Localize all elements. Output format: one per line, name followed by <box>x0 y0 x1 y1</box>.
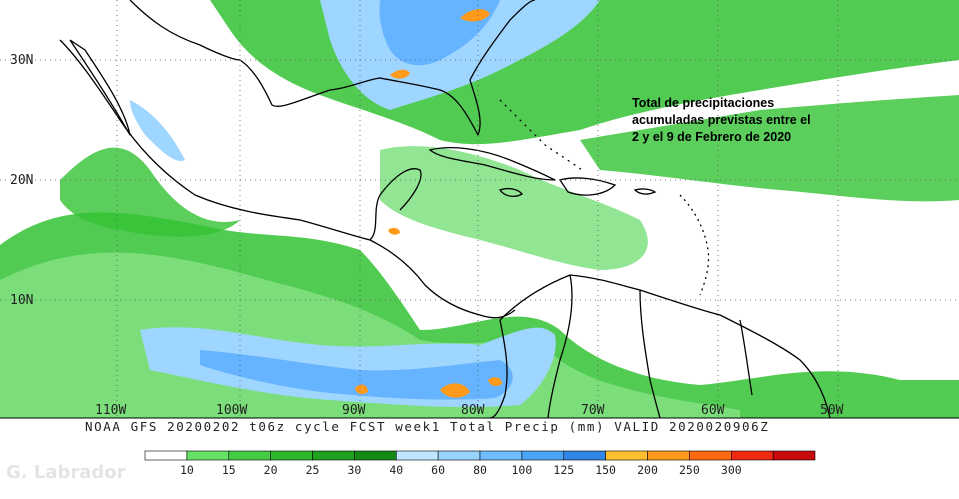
island-puerto-rico <box>633 188 657 195</box>
lon-label-90w: 90W <box>342 403 366 418</box>
lat-label-30n: 30N <box>10 53 33 68</box>
lon-label-60w: 60W <box>701 403 725 418</box>
legend-labels: 10 15 20 25 30 40 60 80 100 125 150 200 250 300 <box>180 463 742 477</box>
watermark: G. Labrador <box>6 462 126 483</box>
map-caption: Total de precipitaciones acumuladas prev… <box>632 96 814 144</box>
border-guyana <box>739 319 753 396</box>
lon-label-110w: 110W <box>95 403 126 418</box>
precip-spot-orange-5 <box>488 377 502 387</box>
island-arc-antilles <box>679 194 710 296</box>
legend-swatch <box>730 450 774 461</box>
precip-area-mexico-coast <box>60 147 240 237</box>
caption-line-3: 2 y el 9 de Febrero de 2020 <box>632 130 791 144</box>
land-outlines <box>59 0 831 419</box>
legend-threshold-label: 80 <box>473 463 487 477</box>
island-jamaica <box>498 187 523 197</box>
legend-swatch <box>354 450 397 461</box>
border-colombia <box>547 274 573 419</box>
coast-central-america <box>369 239 516 319</box>
legend-swatch <box>647 450 690 461</box>
product-line: NOAA GFS 20200202 t06z cycle FCST week1 … <box>85 419 769 434</box>
legend-swatch <box>312 450 355 461</box>
coast-us-gulf <box>239 0 536 137</box>
legend-swatch <box>521 450 565 461</box>
legend-swatch <box>479 450 523 461</box>
coast-south-america-west <box>489 319 508 419</box>
precip-spot-orange-3 <box>440 383 470 398</box>
legend-threshold-label: 300 <box>721 463 742 477</box>
caption-line-2: acumuladas previstas entre el <box>632 113 811 127</box>
lon-label-50w: 50W <box>820 403 844 418</box>
precip-spot-orange-1 <box>460 9 490 22</box>
legend-threshold-label: 10 <box>180 463 194 477</box>
coast-baja <box>69 39 131 136</box>
legend-swatch <box>228 450 272 461</box>
legend-threshold-label: 40 <box>389 463 403 477</box>
precip-spot-orange-2 <box>390 69 410 79</box>
coast-mexico <box>59 39 422 241</box>
lon-label-70w: 70W <box>581 403 605 418</box>
legend-swatch <box>437 450 481 461</box>
lat-label-20n: 20N <box>10 173 33 188</box>
legend-threshold-label: 100 <box>512 463 533 477</box>
coast-south-america <box>499 274 831 419</box>
legend-swatch <box>395 450 439 461</box>
lon-label-100w: 100W <box>216 403 247 418</box>
legend-threshold-label: 60 <box>431 463 445 477</box>
legend-swatch <box>186 450 230 461</box>
legend-swatch <box>563 450 606 461</box>
legend-threshold-label: 150 <box>595 463 616 477</box>
legend-swatch <box>689 450 732 461</box>
precip-area-equator-blue-dark <box>200 350 513 400</box>
legend-threshold-label: 20 <box>264 463 278 477</box>
island-cuba <box>428 147 556 181</box>
legend-swatch <box>772 450 816 461</box>
precip-spot-orange-4 <box>355 384 368 395</box>
legend-threshold-label: 25 <box>306 463 320 477</box>
legend-color-scale <box>144 450 816 461</box>
border-us-mexico <box>129 0 241 61</box>
border-venezuela <box>639 289 661 419</box>
precip-area-mexico-blue <box>130 100 185 161</box>
lat-label-10n: 10N <box>10 293 33 308</box>
legend-threshold-label: 15 <box>222 463 236 477</box>
legend-swatch <box>144 450 188 461</box>
precip-area-atlantic <box>580 95 959 202</box>
legend-threshold-label: 30 <box>347 463 361 477</box>
precip-area-caribbean <box>380 146 648 270</box>
precip-shading <box>0 0 959 418</box>
precip-spot-orange-6 <box>388 227 400 235</box>
legend-swatch <box>270 450 313 461</box>
lon-label-80w: 80W <box>461 403 485 418</box>
island-hispaniola <box>558 177 617 196</box>
legend-threshold-label: 200 <box>637 463 658 477</box>
legend-threshold-label: 125 <box>553 463 574 477</box>
legend-swatch <box>605 450 648 461</box>
island-bahamas <box>499 99 586 173</box>
caption-line-1: Total de precipitaciones <box>632 96 774 110</box>
legend-threshold-label: 250 <box>679 463 700 477</box>
